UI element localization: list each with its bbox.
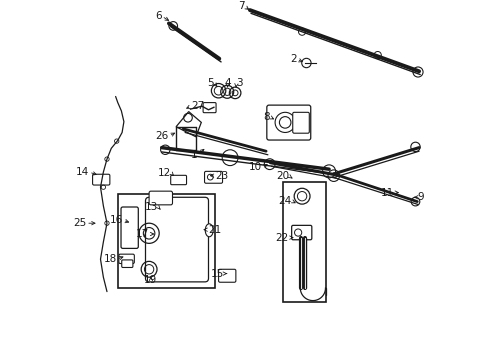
- Text: 19: 19: [144, 275, 157, 285]
- FancyBboxPatch shape: [291, 225, 311, 240]
- Text: 4: 4: [224, 78, 230, 88]
- FancyBboxPatch shape: [145, 197, 208, 282]
- FancyBboxPatch shape: [266, 105, 310, 140]
- FancyBboxPatch shape: [218, 269, 235, 282]
- Text: 22: 22: [275, 233, 288, 243]
- Text: 11: 11: [380, 188, 393, 198]
- Bar: [118, 194, 215, 288]
- FancyBboxPatch shape: [204, 171, 222, 183]
- Text: 5: 5: [207, 78, 213, 88]
- FancyBboxPatch shape: [203, 103, 216, 113]
- Text: 2: 2: [289, 54, 296, 64]
- Text: 10: 10: [248, 162, 261, 172]
- Text: 20: 20: [276, 171, 289, 181]
- Text: 9: 9: [416, 192, 423, 202]
- Text: 26: 26: [155, 131, 168, 141]
- Text: 6: 6: [155, 11, 162, 21]
- Text: 16: 16: [109, 215, 122, 225]
- Text: 7: 7: [237, 1, 244, 12]
- Text: 1: 1: [191, 150, 197, 160]
- Text: 27: 27: [191, 101, 204, 111]
- Bar: [283, 182, 325, 302]
- Text: 21: 21: [207, 225, 221, 235]
- FancyBboxPatch shape: [92, 174, 110, 185]
- Text: 15: 15: [210, 269, 223, 279]
- Text: 13: 13: [144, 202, 158, 212]
- Ellipse shape: [205, 224, 213, 237]
- FancyBboxPatch shape: [119, 254, 134, 264]
- Text: 24: 24: [278, 196, 291, 206]
- Text: 25: 25: [73, 218, 86, 228]
- Text: 8: 8: [263, 112, 269, 122]
- FancyBboxPatch shape: [292, 112, 309, 133]
- Text: 18: 18: [103, 254, 117, 264]
- FancyBboxPatch shape: [121, 207, 138, 248]
- FancyBboxPatch shape: [170, 175, 186, 185]
- Polygon shape: [176, 112, 201, 137]
- FancyBboxPatch shape: [149, 191, 172, 205]
- Text: 17: 17: [136, 229, 149, 239]
- Text: 3: 3: [236, 78, 243, 88]
- Text: 14: 14: [76, 167, 89, 177]
- Text: 12: 12: [157, 168, 170, 178]
- FancyBboxPatch shape: [122, 260, 133, 267]
- Text: 23: 23: [215, 171, 228, 181]
